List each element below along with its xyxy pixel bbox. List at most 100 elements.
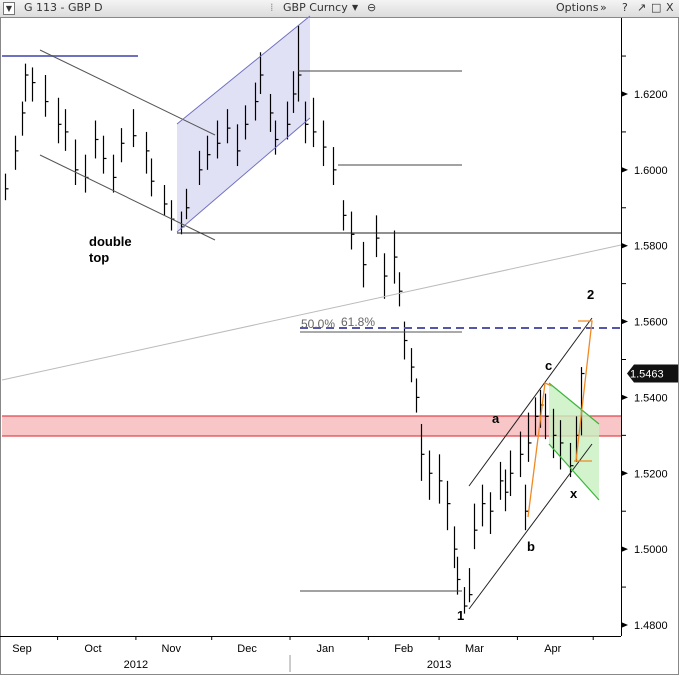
price-bar: [274, 120, 279, 155]
price-bar: [112, 154, 117, 193]
price-bar: [580, 367, 585, 436]
price-bar: [415, 378, 420, 413]
window-menu-icon[interactable]: ▼: [3, 2, 15, 15]
price-bar: [14, 135, 19, 170]
price-bar: [534, 397, 539, 436]
chart-frame: [0, 17, 679, 675]
wave-1-label: 1: [457, 608, 464, 623]
price-bar: [94, 120, 99, 159]
bull-flag-fill: [549, 383, 599, 500]
price-bar: [102, 135, 107, 174]
y-tick-label: 1.6200: [634, 89, 668, 101]
price-bar: [244, 105, 249, 140]
y-tick-label: 1.5600: [634, 317, 668, 329]
resistance-band: [2, 416, 621, 436]
wave-path-bc: [527, 382, 553, 518]
y-major-tick: [621, 470, 628, 477]
price-bar: [132, 109, 137, 148]
price-bar: [559, 420, 564, 470]
wave-2-label: 2: [587, 287, 594, 302]
y-major-tick: [621, 166, 628, 173]
x-month-label: Feb: [394, 643, 413, 655]
falling-channel-upper: [39, 49, 216, 136]
fib-50-label: 50.0%: [301, 317, 335, 331]
price-bar: [393, 230, 398, 284]
y-tick-label: 1.5800: [634, 241, 668, 253]
close-button[interactable]: X: [666, 1, 674, 14]
price-bar: [456, 556, 461, 595]
wave-c-label: c: [545, 358, 552, 373]
fib-618-label: 61.8%: [341, 315, 375, 329]
price-bar: [286, 101, 291, 140]
price-bar: [463, 587, 468, 614]
window-title: G 113 - GBP D: [24, 1, 103, 14]
price-bar: [499, 461, 504, 500]
x-month-label: Sep: [12, 643, 32, 655]
price-bar: [254, 82, 259, 121]
price-bar: [350, 211, 355, 250]
x-month-label: Apr: [544, 643, 561, 655]
y-major-tick: [621, 622, 628, 628]
price-bar: [473, 503, 478, 550]
wave-b-label: b: [527, 539, 535, 554]
ticker-field[interactable]: GBP Curncy: [283, 1, 348, 14]
price-bar: [74, 139, 79, 186]
price-bar: [410, 348, 415, 383]
price-bar: [150, 158, 155, 197]
price-bar: [509, 450, 514, 497]
rising-channel-upper: [176, 15, 311, 125]
options-button[interactable]: Options: [556, 1, 599, 14]
double-top-label: double: [89, 234, 132, 249]
last-price-tag: [627, 364, 678, 383]
last-price-label: 1.5463: [630, 369, 664, 381]
wave-path-x2: [575, 320, 593, 462]
price-bar: [198, 150, 203, 186]
price-bar: [375, 215, 380, 258]
price-bar: [259, 52, 264, 94]
y-tick-label: 1.4800: [634, 620, 668, 632]
price-bar: [236, 124, 241, 167]
price-bar: [57, 97, 62, 144]
y-tick-label: 1.6000: [634, 165, 668, 177]
popout-button[interactable]: ↗: [637, 1, 647, 14]
long-trendline: [1, 244, 622, 381]
price-bar: [170, 200, 175, 231]
price-bar: [226, 109, 231, 144]
price-bar: [362, 241, 367, 288]
price-bar: [64, 109, 69, 151]
price-bar: [21, 101, 26, 136]
price-bar: [216, 120, 221, 159]
y-major-tick: [621, 242, 628, 249]
price-bar: [332, 147, 337, 186]
options-chevron-icon[interactable]: »: [600, 1, 607, 14]
rising-wedge-lower: [468, 443, 593, 610]
price-bar: [453, 526, 458, 569]
price-bar: [24, 63, 29, 102]
rising-wedge-upper: [468, 317, 593, 487]
rising-channel-fill: [177, 16, 310, 232]
double-top-label-2: top: [89, 250, 109, 265]
price-bar: [489, 492, 494, 534]
price-bar: [120, 128, 125, 163]
price-bar: [292, 71, 297, 113]
x-month-label: Mar: [465, 643, 484, 655]
x-month-label: Nov: [161, 643, 181, 655]
rising-channel-lower: [176, 117, 311, 233]
ticker-dropdown-icon[interactable]: ▼: [352, 3, 359, 12]
price-bar: [44, 75, 49, 117]
price-bar: [569, 442, 574, 478]
window-titlebar: ▼ G 113 - GBP D ⁞ GBP Curncy ▼ ⊖ Options…: [0, 0, 679, 18]
x-month-label: Oct: [84, 643, 101, 655]
drag-grip-icon[interactable]: ⁞: [270, 1, 274, 14]
x-year-label: 2013: [427, 659, 451, 671]
price-bar: [145, 131, 150, 174]
price-bar: [420, 423, 425, 481]
maximize-button[interactable]: □: [651, 1, 662, 14]
price-bar: [524, 484, 529, 531]
help-button[interactable]: ?: [622, 1, 628, 14]
link-icon[interactable]: ⊖: [367, 1, 377, 14]
price-bar: [428, 450, 433, 500]
y-tick-label: 1.5400: [634, 392, 668, 404]
price-bar: [322, 120, 327, 167]
